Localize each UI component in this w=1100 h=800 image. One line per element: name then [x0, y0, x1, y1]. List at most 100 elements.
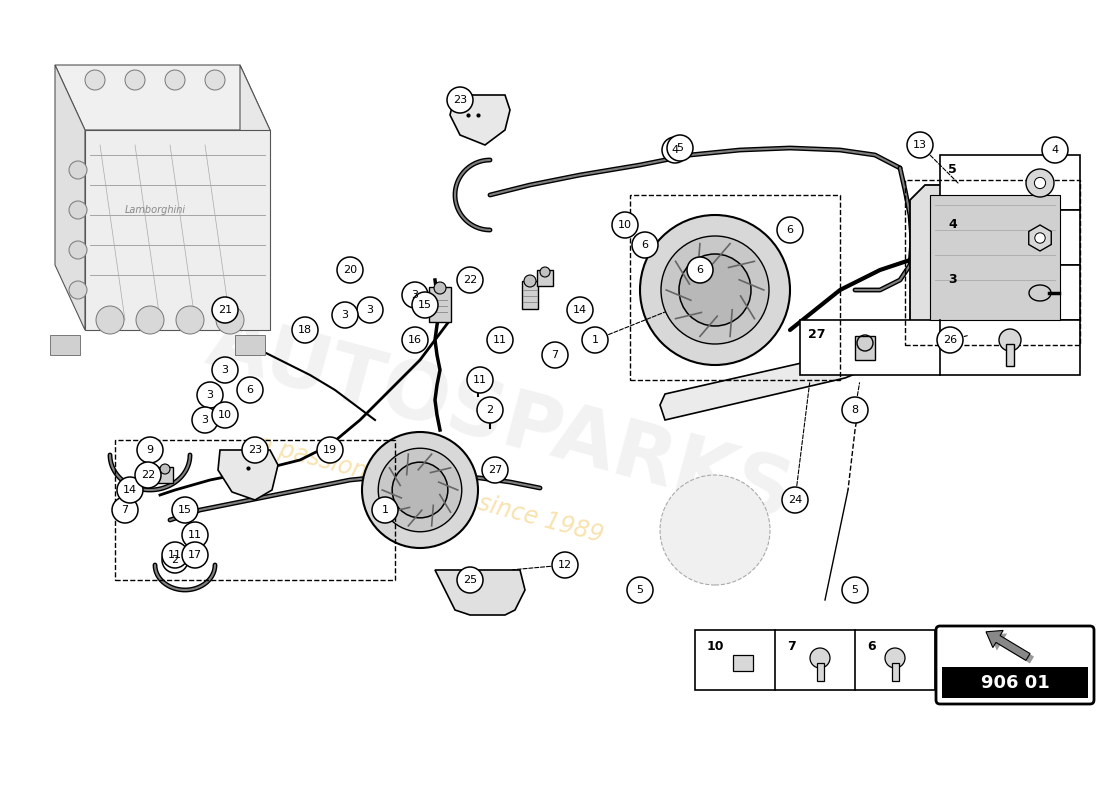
Circle shape — [661, 236, 769, 344]
Circle shape — [662, 137, 688, 163]
Text: 13: 13 — [913, 140, 927, 150]
Circle shape — [96, 306, 124, 334]
Text: 3: 3 — [948, 273, 957, 286]
Circle shape — [136, 306, 164, 334]
Circle shape — [679, 254, 751, 326]
Text: 906 01: 906 01 — [980, 674, 1049, 691]
Text: 24: 24 — [788, 495, 802, 505]
Text: 19: 19 — [323, 445, 337, 455]
Circle shape — [192, 407, 218, 433]
Text: 6: 6 — [867, 640, 876, 653]
Circle shape — [165, 70, 185, 90]
Circle shape — [372, 497, 398, 523]
Text: 15: 15 — [418, 300, 432, 310]
Bar — [942, 666, 1088, 698]
Text: 10: 10 — [618, 220, 632, 230]
Text: 26: 26 — [943, 335, 957, 345]
Bar — [733, 655, 754, 671]
Text: 3: 3 — [341, 310, 349, 320]
Circle shape — [999, 329, 1021, 351]
FancyBboxPatch shape — [936, 626, 1094, 704]
Text: 11: 11 — [188, 530, 202, 540]
Polygon shape — [910, 185, 1075, 335]
Circle shape — [412, 292, 438, 318]
Text: 10: 10 — [218, 410, 232, 420]
Circle shape — [540, 267, 550, 277]
Circle shape — [810, 648, 830, 668]
Circle shape — [69, 281, 87, 299]
Circle shape — [332, 302, 358, 328]
Text: 23: 23 — [453, 95, 468, 105]
Text: 3: 3 — [366, 305, 374, 315]
Circle shape — [1026, 169, 1054, 197]
Text: 12: 12 — [558, 560, 572, 570]
Text: Lamborghini: Lamborghini — [124, 205, 186, 215]
Circle shape — [660, 475, 770, 585]
Circle shape — [456, 267, 483, 293]
Text: 3: 3 — [201, 415, 209, 425]
Bar — [891, 663, 899, 681]
Circle shape — [182, 542, 208, 568]
Bar — [50, 335, 80, 355]
Text: 14: 14 — [573, 305, 587, 315]
Text: 4: 4 — [948, 218, 957, 231]
Circle shape — [176, 306, 204, 334]
Circle shape — [640, 215, 790, 365]
Bar — [157, 467, 173, 483]
Circle shape — [552, 552, 578, 578]
Circle shape — [205, 70, 225, 90]
Polygon shape — [434, 570, 525, 615]
Circle shape — [117, 477, 143, 503]
Text: 21: 21 — [218, 305, 232, 315]
Circle shape — [125, 70, 145, 90]
Circle shape — [482, 402, 498, 418]
FancyArrow shape — [990, 634, 1034, 663]
Bar — [940, 155, 1080, 210]
Circle shape — [212, 357, 238, 383]
Circle shape — [378, 448, 462, 532]
Circle shape — [212, 297, 238, 323]
Bar — [930, 195, 1060, 320]
Circle shape — [667, 135, 693, 161]
Text: 27: 27 — [808, 328, 825, 341]
Polygon shape — [660, 352, 862, 420]
Text: 11: 11 — [473, 375, 487, 385]
FancyArrow shape — [986, 630, 1030, 661]
Text: 3: 3 — [221, 365, 229, 375]
Polygon shape — [1028, 225, 1052, 251]
Circle shape — [112, 497, 138, 523]
Circle shape — [688, 257, 713, 283]
Text: 15: 15 — [178, 505, 192, 515]
Text: 3: 3 — [207, 390, 213, 400]
Text: 1: 1 — [592, 335, 598, 345]
Circle shape — [69, 241, 87, 259]
Polygon shape — [218, 450, 278, 500]
Circle shape — [242, 437, 268, 463]
Text: 5: 5 — [851, 585, 858, 595]
Text: 11: 11 — [168, 550, 182, 560]
Circle shape — [886, 648, 905, 668]
Circle shape — [69, 201, 87, 219]
Text: 6: 6 — [641, 240, 649, 250]
Circle shape — [216, 306, 244, 334]
Text: 2: 2 — [172, 555, 178, 565]
Circle shape — [842, 397, 868, 423]
Circle shape — [172, 497, 198, 523]
Polygon shape — [55, 65, 270, 130]
Circle shape — [337, 257, 363, 283]
Text: 20: 20 — [343, 265, 358, 275]
Circle shape — [937, 327, 962, 353]
Polygon shape — [240, 65, 270, 330]
Text: 11: 11 — [493, 335, 507, 345]
Circle shape — [468, 367, 493, 393]
Circle shape — [212, 402, 238, 428]
Circle shape — [842, 577, 868, 603]
Circle shape — [69, 161, 87, 179]
Text: 27: 27 — [488, 465, 502, 475]
Text: 7: 7 — [786, 640, 795, 653]
Text: 5: 5 — [676, 143, 683, 153]
Circle shape — [362, 432, 478, 548]
Circle shape — [632, 232, 658, 258]
Circle shape — [317, 437, 343, 463]
Bar — [235, 335, 265, 355]
